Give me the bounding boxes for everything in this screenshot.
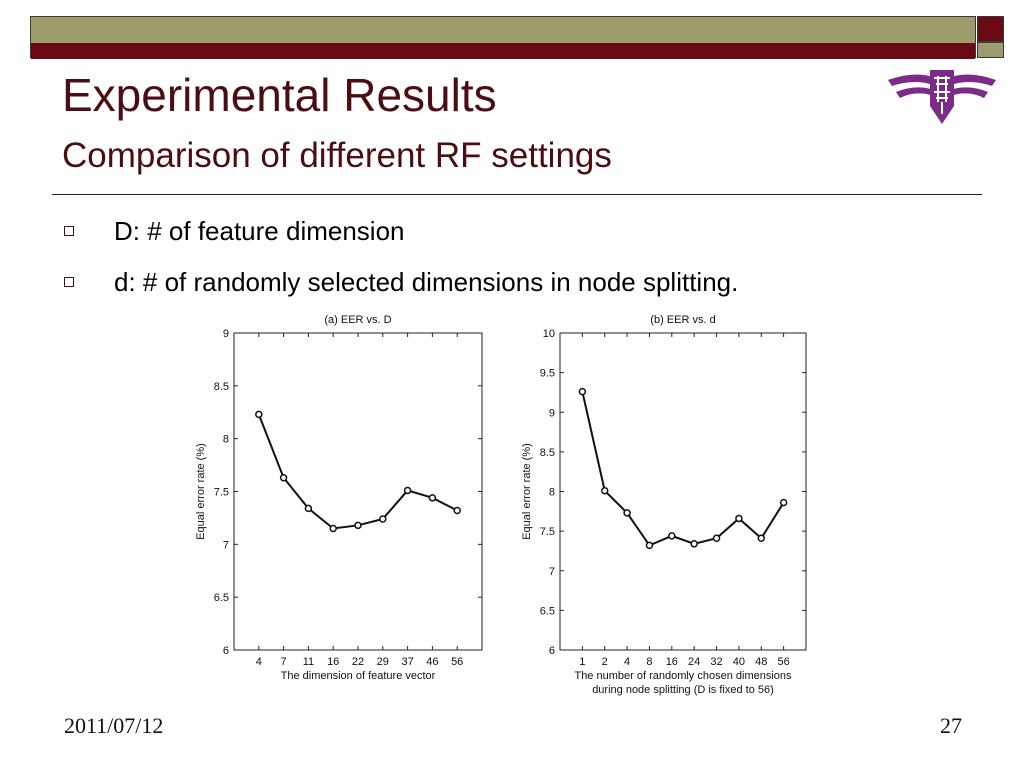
chart-title: (a) EER vs. D <box>324 314 391 326</box>
x-tick-label: 46 <box>426 656 438 668</box>
data-point <box>735 514 743 523</box>
chart-title: (b) EER vs. d <box>650 314 715 326</box>
bullet-square-icon <box>64 226 74 236</box>
x-tick-label: 11 <box>303 656 314 668</box>
y-tick-label: 7 <box>223 539 229 551</box>
x-tick-label: 1 <box>579 656 585 668</box>
plot-frame <box>233 332 483 651</box>
page-number: 27 <box>940 713 962 738</box>
y-tick-label: 6.5 <box>214 592 229 604</box>
x-axis-label: during node splitting (D is fixed to 56) <box>592 684 774 696</box>
data-point <box>645 541 654 550</box>
slide-subtitle: Comparison of different RF settings <box>62 136 612 175</box>
x-tick-label: 40 <box>733 656 745 668</box>
data-point <box>304 504 313 513</box>
x-tick-label: 16 <box>327 656 339 668</box>
y-tick-label: 10 <box>543 328 555 340</box>
data-point <box>690 540 698 548</box>
header-maroon-band <box>31 43 975 59</box>
data-point <box>255 410 263 419</box>
y-tick-label: 7.5 <box>540 526 555 538</box>
data-point <box>757 534 766 543</box>
data-point <box>428 494 437 502</box>
y-tick-label: 6 <box>549 645 555 657</box>
x-tick-label: 4 <box>256 656 262 668</box>
x-tick-label: 16 <box>666 656 678 668</box>
data-point <box>453 506 461 515</box>
university-logo-icon <box>888 70 996 124</box>
data-point <box>279 474 288 482</box>
x-axis-label: The number of randomly chosen dimensions <box>574 670 792 682</box>
x-tick-label: 56 <box>451 656 463 668</box>
x-tick-label: 7 <box>281 656 287 668</box>
x-tick-label: 4 <box>624 656 630 668</box>
y-tick-label: 7 <box>549 566 555 578</box>
y-tick-label: 8 <box>549 487 555 499</box>
plot-frame <box>559 332 807 651</box>
data-point <box>578 387 587 396</box>
bullet-text: d: # of randomly selected dimensions in … <box>114 267 739 297</box>
x-tick-label: 24 <box>688 656 700 668</box>
x-tick-label: 22 <box>352 656 364 668</box>
y-tick-label: 8.5 <box>540 447 555 459</box>
data-point <box>354 521 362 530</box>
header-olive-band <box>31 17 975 43</box>
y-tick-label: 9 <box>549 407 555 419</box>
slide-title: Experimental Results <box>62 69 497 121</box>
x-axis-label: The dimension of feature vector <box>281 670 436 682</box>
data-point <box>379 515 387 523</box>
data-point <box>600 486 609 495</box>
header-bar <box>30 16 976 59</box>
header-corner-maroon <box>977 16 1004 42</box>
series-line <box>581 391 785 547</box>
series-line <box>257 413 458 530</box>
x-tick-label: 48 <box>755 656 767 668</box>
footer-date: 2011/07/12 <box>64 713 164 738</box>
data-point <box>712 534 721 543</box>
x-tick-label: 37 <box>401 656 413 668</box>
y-tick-label: 6 <box>223 645 229 657</box>
y-tick-label: 9 <box>223 328 229 340</box>
y-tick-label: 8.5 <box>214 381 229 393</box>
data-point <box>403 486 412 495</box>
y-axis-label: Equal error rate (%) <box>521 443 533 540</box>
x-tick-label: 29 <box>377 656 389 668</box>
y-tick-label: 8 <box>223 434 229 446</box>
x-tick-label: 8 <box>646 656 652 668</box>
header-corner-olive <box>977 42 1004 58</box>
y-tick-label: 6.5 <box>540 605 555 617</box>
x-tick-label: 2 <box>602 656 608 668</box>
data-point <box>779 498 788 507</box>
x-tick-label: 32 <box>710 656 722 668</box>
y-tick-label: 7.5 <box>214 487 229 499</box>
y-axis-label: Equal error rate (%) <box>195 443 207 540</box>
title-divider <box>52 194 982 195</box>
bullet-square-icon <box>64 277 74 287</box>
data-point <box>329 524 337 533</box>
x-tick-label: 56 <box>778 656 790 668</box>
bullet-text: D: # of feature dimension <box>114 216 405 246</box>
data-point <box>623 509 631 517</box>
y-tick-label: 9.5 <box>540 368 555 380</box>
data-point <box>668 532 676 540</box>
